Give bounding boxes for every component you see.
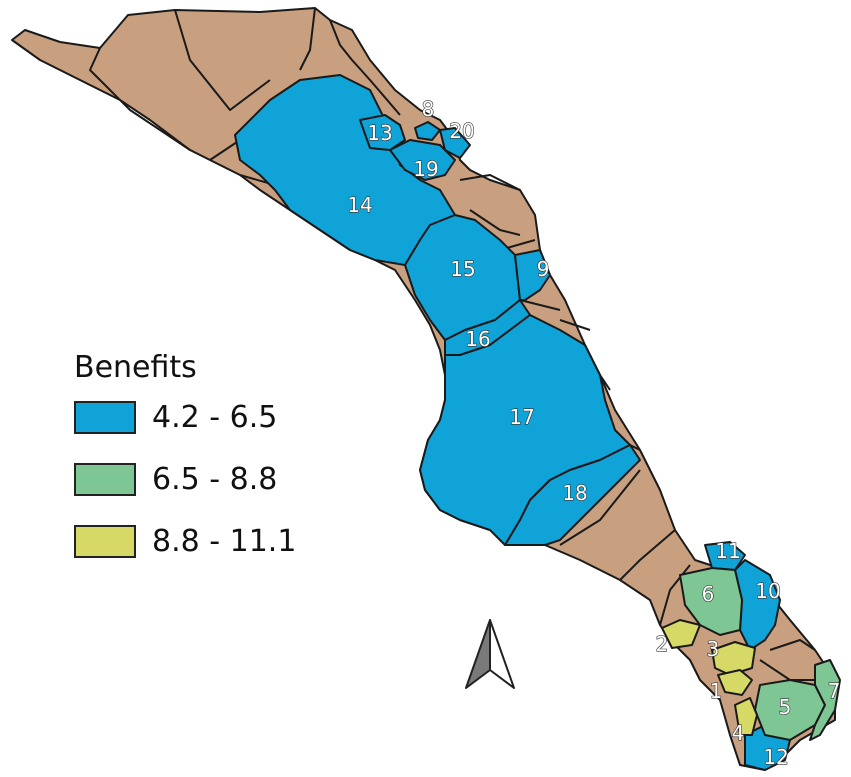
zone-8 xyxy=(414,121,441,141)
zone-label-1: 1 xyxy=(710,679,723,703)
zone-label-10: 10 xyxy=(755,579,780,603)
zone-label-16: 16 xyxy=(465,327,490,351)
land-division xyxy=(89,7,401,186)
zone-3 xyxy=(711,641,756,676)
zone-label-18: 18 xyxy=(562,481,587,505)
legend-swatch-green xyxy=(74,462,136,496)
legend-label: 6.5 - 8.8 xyxy=(152,461,278,497)
legend-item: 6.5 - 8.8 xyxy=(74,461,296,497)
zone-label-15: 15 xyxy=(450,257,475,281)
zone-label-17: 17 xyxy=(509,405,534,429)
zone-label-6: 6 xyxy=(702,582,715,606)
zone-6 xyxy=(679,567,743,636)
zone-7 xyxy=(809,659,841,741)
zone-19 xyxy=(389,139,456,181)
zone-label-7: 7 xyxy=(828,679,841,703)
zone-label-12: 12 xyxy=(763,745,788,769)
zone-11 xyxy=(704,541,746,571)
legend-label: 4.2 - 6.5 xyxy=(152,399,278,435)
zone-label-5: 5 xyxy=(779,695,792,719)
zone-label-3: 3 xyxy=(707,637,720,661)
legend-swatch-blue xyxy=(74,400,136,434)
north-arrow-icon xyxy=(465,619,515,689)
zone-label-13: 13 xyxy=(367,121,392,145)
legend-title: Benefits xyxy=(74,350,197,385)
legend-item: 8.8 - 11.1 xyxy=(74,523,296,559)
zone-18 xyxy=(504,444,641,546)
zone-label-19: 19 xyxy=(413,157,438,181)
zone-label-2: 2 xyxy=(656,632,669,656)
legend: Benefits 4.2 - 6.5 6.5 - 8.8 8.8 - 11.1 xyxy=(74,350,296,585)
zone-label-8: 8 xyxy=(422,97,435,121)
legend-swatch-yellow xyxy=(74,524,136,558)
zone-label-4: 4 xyxy=(732,721,745,745)
legend-item: 4.2 - 6.5 xyxy=(74,399,296,435)
legend-label: 8.8 - 11.1 xyxy=(152,523,297,559)
zone-1 xyxy=(717,669,753,696)
land-division xyxy=(459,174,641,451)
zone-4 xyxy=(734,697,758,736)
zone-label-9: 9 xyxy=(537,257,550,281)
zone-label-20: 20 xyxy=(449,119,474,143)
zone-2 xyxy=(661,619,701,649)
zone-13 xyxy=(359,114,406,151)
zone-label-11: 11 xyxy=(715,539,740,563)
zone-label-14: 14 xyxy=(347,193,372,217)
zone-20 xyxy=(439,127,471,159)
